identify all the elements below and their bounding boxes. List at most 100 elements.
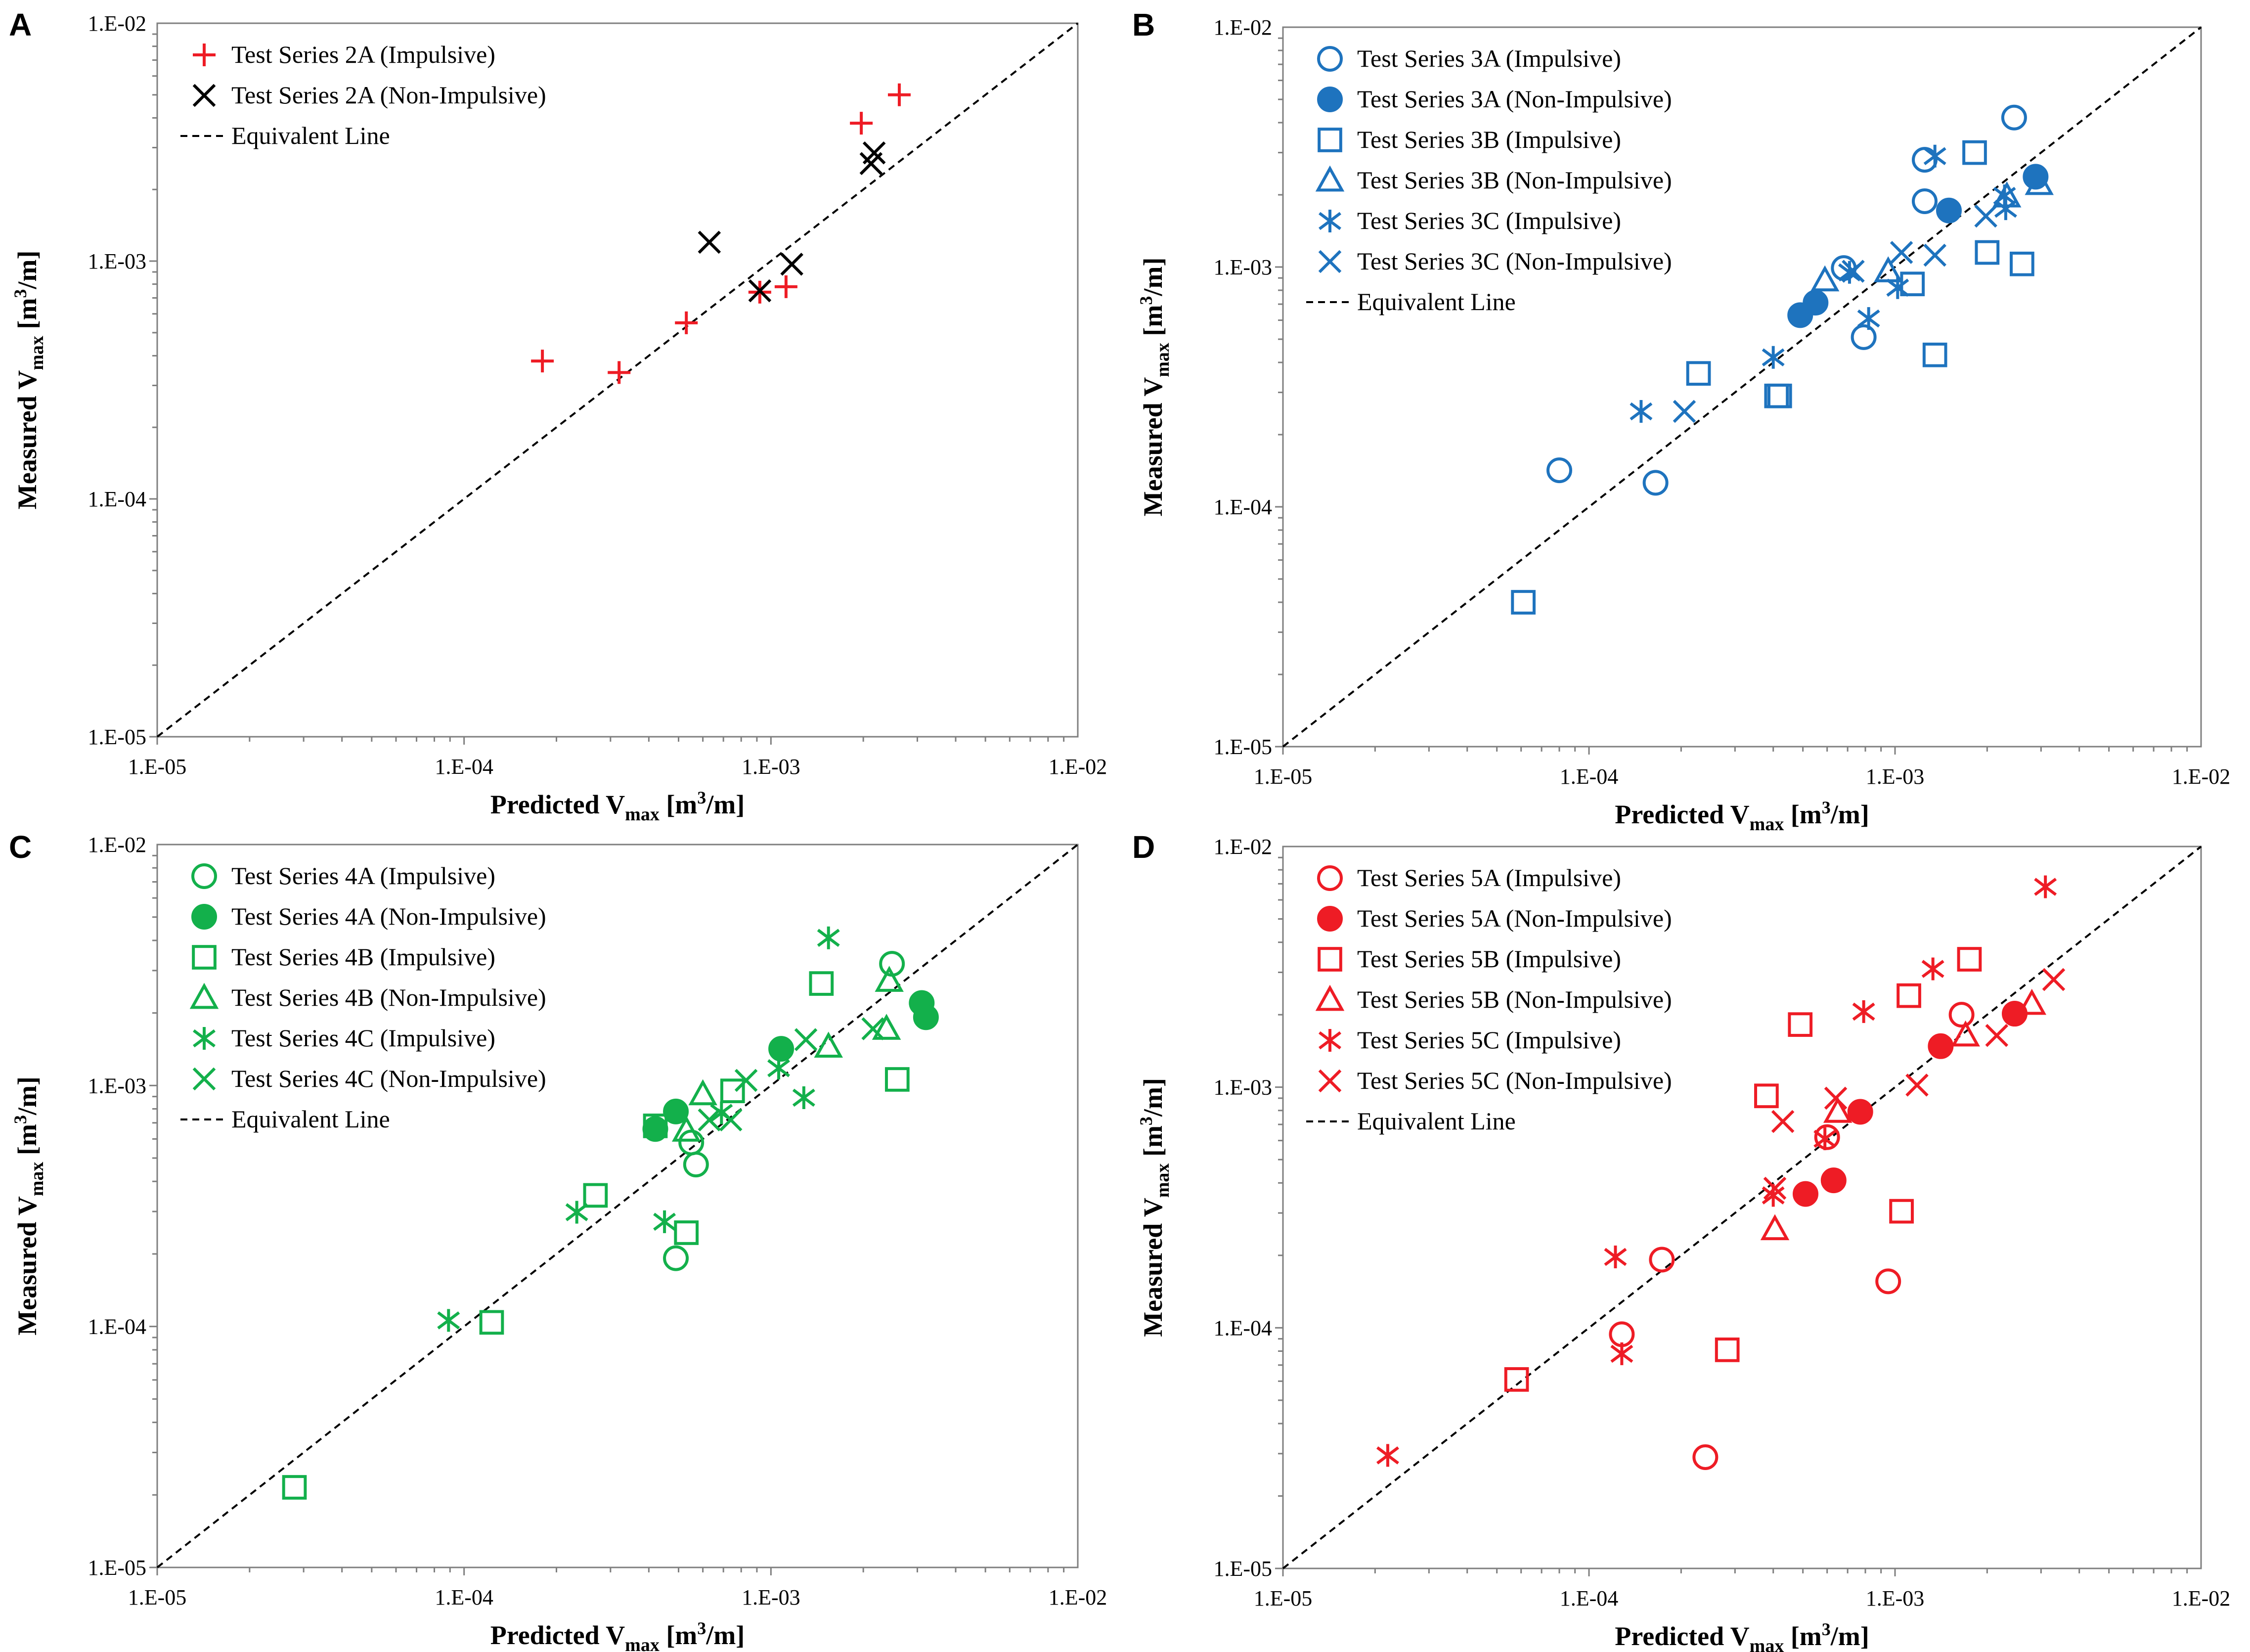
panel-d-data-point (1754, 1083, 1779, 1109)
panel-d: D 1.E-05 1.E-04 1.E-03 1.E-02 1.E-05 1.E-04 1.E… (1132, 829, 2230, 1652)
panel-d-data-point (1763, 1176, 1787, 1200)
panel-d-legend: Test Series 5A (Impulsive) Test Series 5A… (1306, 864, 1672, 1135)
panel-b-letter: B (1132, 7, 1155, 43)
panel-b-data-point (1511, 590, 1536, 615)
panel-c-data-point (734, 1069, 758, 1092)
panel-d-data-point (1715, 1338, 1740, 1362)
panel-b-data-point (1810, 265, 1840, 292)
panel-d-data-point (1504, 1367, 1529, 1392)
panel-d-data-point (1376, 1444, 1399, 1467)
panel-c-data-point (565, 1201, 588, 1224)
panel-b-data-point (1923, 144, 1946, 168)
panel-b-y-tick-label: 1.E-03 (1213, 255, 1272, 279)
panel-c-legend-label: Equivalent Line (231, 1105, 390, 1133)
panel-a-x-tick-label: 1.E-02 (1049, 755, 1107, 779)
panel-d-x-tick-label: 1.E-05 (1254, 1586, 1313, 1610)
panel-c-series-6 (698, 1017, 884, 1132)
panel-c-data-point (875, 966, 904, 992)
panel-d-legend-label: Test Series 5B (Impulsive) (1357, 945, 1621, 973)
panel-a-x-axis-title: Predicted Vmax [m3/m] (490, 788, 745, 825)
panel-d-data-point (1814, 1124, 1840, 1150)
panel-d-equivalent-line (1282, 846, 2202, 1569)
panel-c-x-tick-label: 1.E-04 (435, 1585, 493, 1609)
panel-b-series-6 (1673, 204, 1997, 423)
panel-d-data-point (1847, 1099, 1873, 1125)
panel-d-data-point (1951, 1020, 1980, 1047)
panel-b-data-point (1630, 400, 1653, 423)
panel-c-x-tick-label: 1.E-05 (128, 1585, 187, 1609)
panel-b-legend-label: Test Series 3B (Non-Impulsive) (1357, 166, 1672, 194)
panel-a-legend-label: Test Series 2A (Impulsive) (231, 41, 495, 68)
panel-b-legend: Test Series 3A (Impulsive) Test Series 3A… (1306, 45, 1672, 315)
panel-c-data-point (767, 1057, 790, 1080)
panel-c-data-point (643, 1114, 668, 1138)
panel-b-data-point (2010, 251, 2034, 276)
panel-b-data-point (1642, 470, 1669, 496)
panel-d-legend-marker (1317, 865, 1343, 891)
panel-c-plot-frame (156, 844, 1079, 1568)
panel-c-legend-label: Test Series 4C (Non-Impulsive) (231, 1065, 546, 1092)
panel-c-letter: C (9, 829, 32, 865)
panel-c-y-tick-label: 1.E-04 (88, 1315, 146, 1339)
panel-d-data-point (1692, 1444, 1719, 1470)
panel-a-data-point (698, 230, 721, 254)
panel-c-data-point (817, 926, 840, 949)
panel-d-data-point (1788, 1012, 1813, 1037)
panel-a-y-tick-label: 1.E-05 (88, 725, 146, 749)
panel-b: B 1.E-05 1.E-04 1.E-03 1.E-02 1.E-05 1.E-04 1.E… (1132, 7, 2230, 835)
panel-d-data-point (1813, 1127, 1837, 1151)
panel-c-series-3 (282, 971, 910, 1500)
panel-c-data-point (653, 1210, 676, 1233)
panel-c-data-point (663, 1245, 689, 1271)
panel-a-data-point (774, 275, 797, 298)
panel-d-data-point (1897, 983, 1921, 1008)
panel-c-legend: Test Series 4A (Impulsive) Test Series 4A… (180, 862, 546, 1133)
panel-d-data-point (1889, 1199, 1914, 1224)
panel-d-legend-label: Test Series 5C (Impulsive) (1357, 1026, 1621, 1054)
panel-c-data-point (792, 1086, 815, 1109)
panel-c-data-point (913, 1004, 939, 1030)
panel-b-legend-label: Test Series 3A (Impulsive) (1357, 45, 1621, 72)
panel-c-legend-label: Test Series 4C (Impulsive) (231, 1024, 495, 1052)
panel-d-x-tick-label: 1.E-04 (1560, 1586, 1619, 1610)
panel-d-data-point (1875, 1268, 1901, 1295)
panel-c-data-point (674, 1220, 699, 1245)
panel-d-data-point (1928, 1033, 1954, 1059)
panel-b-data-point (1546, 457, 1573, 484)
panel-a-legend-marker (192, 84, 216, 107)
panel-b-legend-marker (1317, 46, 1343, 72)
panel-d-data-point (1824, 1086, 1848, 1110)
panel-d-data-point (1820, 1167, 1847, 1194)
panel-a-y-tick-label: 1.E-04 (88, 487, 146, 511)
panel-b-data-point (1803, 290, 1829, 316)
panel-a-letter: A (9, 7, 32, 43)
panel-c-legend-label: Test Series 4B (Non-Impulsive) (231, 983, 546, 1011)
panel-b-data-point (1911, 188, 1938, 215)
panel-c-data-point (479, 1310, 504, 1335)
panel-b-legend-marker (1319, 210, 1341, 232)
panel-b-series-1 (1546, 104, 2027, 496)
panel-a-legend: Test Series 2A (Impulsive) Test Series 2A… (180, 41, 546, 149)
panel-b-series-3 (1511, 140, 2034, 615)
panel-d-legend-label: Test Series 5C (Non-Impulsive) (1357, 1067, 1672, 1094)
panel-b-data-point (1975, 240, 2000, 265)
panel-b-data-point (1857, 307, 1880, 330)
panel-a-plot-frame (156, 22, 1079, 738)
panel-c-data-point (861, 1017, 884, 1040)
panel-b-data-point (2001, 104, 2027, 131)
panel-d-x-tick-label: 1.E-02 (2172, 1586, 2231, 1610)
panel-b-data-point (1974, 204, 1997, 228)
panel-d-data-point (1948, 1002, 1975, 1028)
panel-b-data-point (1767, 383, 1792, 408)
panel-b-data-point (1762, 346, 1785, 369)
panel-c-x-tick-label: 1.E-03 (742, 1585, 800, 1609)
panel-c-data-point (437, 1309, 460, 1332)
panel-a-data-point (531, 350, 554, 373)
panel-c-data-point (683, 1152, 709, 1178)
panel-d-legend-label: Test Series 5A (Non-Impulsive) (1357, 904, 1672, 932)
panel-d-plot-frame (1282, 846, 2202, 1569)
panel-b-data-point (1936, 197, 1962, 223)
panel-c: C 1.E-05 1.E-04 1.E-03 1.E-02 1.E-05 1.E-04 1.E… (9, 829, 1107, 1652)
panel-b-series-5 (1630, 144, 2017, 423)
